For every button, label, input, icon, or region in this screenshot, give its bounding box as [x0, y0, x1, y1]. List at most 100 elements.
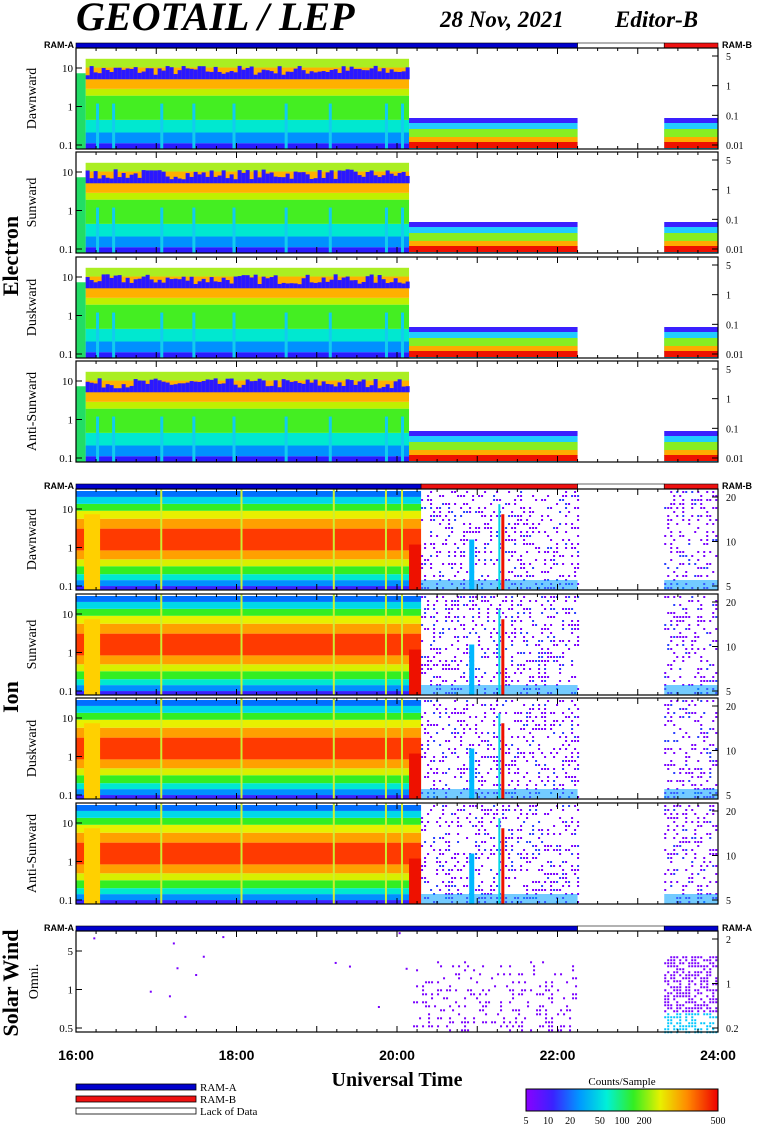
noise-cell	[715, 519, 718, 521]
noise-cell	[715, 604, 718, 606]
noise-cell	[544, 724, 547, 726]
noise-cell	[688, 974, 691, 977]
low-energy-band	[664, 142, 718, 148]
noise-cell	[493, 724, 496, 726]
noise-cell	[514, 531, 517, 533]
noise-cell	[141, 380, 146, 393]
noise-cell	[565, 756, 568, 758]
noise-cell	[424, 596, 427, 598]
noise-cell	[712, 539, 715, 541]
noise-cell	[526, 853, 529, 855]
noise-cell	[508, 764, 511, 766]
noise-cell	[421, 817, 424, 819]
noise-cell	[385, 72, 390, 80]
noise-cell	[430, 555, 433, 557]
noise-cell	[550, 547, 553, 549]
noise-cell	[700, 1004, 703, 1007]
noise-cell	[213, 66, 218, 80]
noise-cell	[547, 535, 550, 537]
noise-cell	[562, 821, 565, 823]
noise-cell	[520, 728, 523, 730]
noise-cell	[535, 845, 538, 847]
noise-cell	[505, 668, 508, 670]
noise-cell	[436, 772, 439, 774]
noise-cell	[529, 563, 532, 565]
noise-cell	[706, 995, 709, 998]
low-energy-band	[409, 137, 578, 143]
noise-cell	[700, 656, 703, 658]
noise-cell	[517, 805, 520, 807]
noise-cell	[682, 535, 685, 537]
noise-cell	[562, 495, 565, 497]
noise-cell	[485, 1021, 488, 1024]
noise-cell	[694, 857, 697, 859]
noise-cell	[448, 519, 451, 521]
noise-cell	[517, 736, 520, 738]
noise-cell	[697, 776, 700, 778]
noise-cell	[442, 728, 445, 730]
noise-cell	[493, 563, 496, 565]
noise-cell	[571, 756, 574, 758]
noise-cell	[514, 632, 517, 634]
noise-cell	[177, 70, 182, 80]
dip-stripe	[96, 312, 100, 358]
noise-cell	[574, 491, 577, 493]
noise-cell	[463, 805, 466, 807]
noise-cell	[572, 965, 575, 968]
dip-stripe	[232, 416, 236, 462]
noise-cell	[547, 515, 550, 517]
noise-cell	[712, 680, 715, 682]
noise-cell	[442, 543, 445, 545]
noise-cell	[478, 764, 481, 766]
noise-cell	[712, 700, 715, 702]
noise-cell	[433, 849, 436, 851]
noise-cell	[440, 1009, 443, 1012]
noise-cell	[337, 170, 342, 184]
noise-cell	[568, 716, 571, 718]
noise-cell	[421, 869, 424, 871]
noise-cell	[229, 70, 234, 80]
noise-cell	[544, 704, 547, 706]
noise-cell	[475, 551, 478, 553]
noise-cell	[566, 981, 569, 984]
noise-cell	[535, 813, 538, 815]
noise-cell	[664, 889, 667, 891]
noise-cell	[539, 993, 542, 996]
noise-cell	[667, 853, 670, 855]
noise-cell	[682, 563, 685, 565]
noise-cell	[577, 515, 580, 517]
energy-band	[85, 352, 410, 358]
noise-cell	[703, 1004, 706, 1007]
noise-cell	[571, 700, 574, 702]
noise-cell	[317, 170, 322, 184]
noise-cell	[503, 1017, 506, 1020]
noise-cell	[427, 600, 430, 602]
noise-cell	[553, 881, 556, 883]
noise-cell	[715, 539, 718, 541]
noise-cell	[434, 1005, 437, 1008]
noise-cell	[508, 535, 511, 537]
noise-cell	[269, 172, 274, 184]
panel-ylabel: Duskward	[25, 279, 40, 337]
low-energy-band	[664, 431, 718, 436]
noise-cell	[664, 716, 667, 718]
noise-cell	[715, 959, 718, 962]
noise-cell	[481, 511, 484, 513]
noise-cell	[481, 720, 484, 722]
energy-band	[85, 143, 410, 149]
noise-cell	[676, 507, 679, 509]
noise-cell	[691, 712, 694, 714]
noise-cell	[574, 676, 577, 678]
noise-cell	[475, 772, 478, 774]
noise-cell	[523, 776, 526, 778]
noise-cell	[550, 608, 553, 610]
dip-stripe	[240, 698, 243, 799]
dip-stripe	[284, 207, 288, 253]
dip-stripe	[96, 103, 100, 149]
noise-cell	[457, 756, 460, 758]
noise-cell	[439, 551, 442, 553]
noise-cell	[512, 981, 515, 984]
noise-cell	[193, 171, 198, 184]
noise-cell	[401, 386, 406, 393]
noise-cell	[557, 989, 560, 992]
